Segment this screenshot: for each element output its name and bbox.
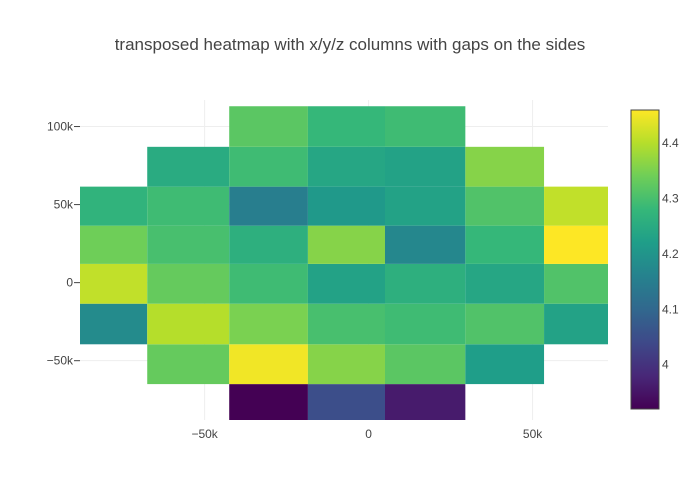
x-axis: −50k 0 50k: [191, 427, 543, 441]
colorbar: 4 4.1 4.2 4.3 4.4: [630, 109, 679, 410]
colorbar-gradient: [630, 109, 660, 410]
heatmap-cell: [307, 106, 385, 147]
heatmap-cell: [307, 344, 385, 385]
heatmap-cell: [465, 263, 545, 304]
heatmap-cell: [465, 303, 545, 345]
colorbar-tick-label: 4.2: [662, 247, 679, 261]
heatmap-cell: [147, 146, 230, 187]
heatmap-cell: [544, 263, 608, 304]
heatmap-cell: [307, 186, 385, 226]
heatmap-cell: [80, 186, 148, 226]
heatmap-cell: [147, 303, 230, 345]
y-axis: −50k 0 50k 100k: [47, 120, 80, 368]
heatmap-cell: [147, 225, 230, 264]
heatmap-cell: [384, 225, 466, 264]
x-tick-label: −50k: [191, 427, 218, 441]
heatmap-cell: [384, 303, 466, 345]
heatmap-cell: [307, 146, 385, 187]
heatmap-cell: [229, 225, 308, 264]
heatmap-cell: [307, 225, 385, 264]
heatmap-cell: [465, 146, 545, 187]
heatmap-cell: [307, 263, 385, 304]
colorbar-tick-label: 4: [662, 358, 669, 372]
heatmap-cell: [384, 384, 466, 420]
heatmap-cell: [229, 146, 308, 187]
heatmap-cell: [147, 344, 230, 385]
heatmap-cell: [307, 384, 385, 420]
y-tick-label: 0: [66, 276, 73, 290]
heatmap-cell: [229, 106, 308, 147]
heatmap-cell: [384, 146, 466, 187]
heatmap-cell: [544, 303, 608, 345]
x-tick-label: 0: [365, 427, 372, 441]
heatmap-cell: [384, 263, 466, 304]
heatmap-cell: [544, 186, 608, 226]
colorbar-tick-label: 4.1: [662, 302, 679, 316]
colorbar-tick-label: 4.3: [662, 192, 679, 206]
heatmap-cell: [80, 303, 148, 345]
heatmap-cell: [80, 225, 148, 264]
y-tick-label: 50k: [54, 198, 74, 212]
heatmap-cell: [147, 263, 230, 304]
heatmap-cell: [307, 303, 385, 345]
heatmap-cell: [465, 186, 545, 226]
heatmap-cell: [229, 384, 308, 420]
heatmap-cell: [465, 344, 545, 385]
heatmap-cell: [544, 225, 608, 264]
heatmap-cell: [384, 106, 466, 147]
colorbar-tick-label: 4.4: [662, 136, 679, 150]
heatmap-cells: [80, 106, 608, 420]
heatmap-cell: [80, 263, 148, 304]
heatmap-cell: [229, 344, 308, 385]
heatmap-cell: [229, 186, 308, 226]
heatmap-cell: [465, 225, 545, 264]
heatmap-cell: [147, 186, 230, 226]
y-tick-label: 100k: [47, 120, 74, 134]
heatmap-cell: [384, 344, 466, 385]
heatmap-cell: [229, 303, 308, 345]
heatmap-cell: [384, 186, 466, 226]
y-tick-label: −50k: [47, 354, 74, 368]
x-tick-label: 50k: [523, 427, 543, 441]
chart-title: transposed heatmap with x/y/z columns wi…: [115, 35, 586, 54]
heatmap-cell: [229, 263, 308, 304]
